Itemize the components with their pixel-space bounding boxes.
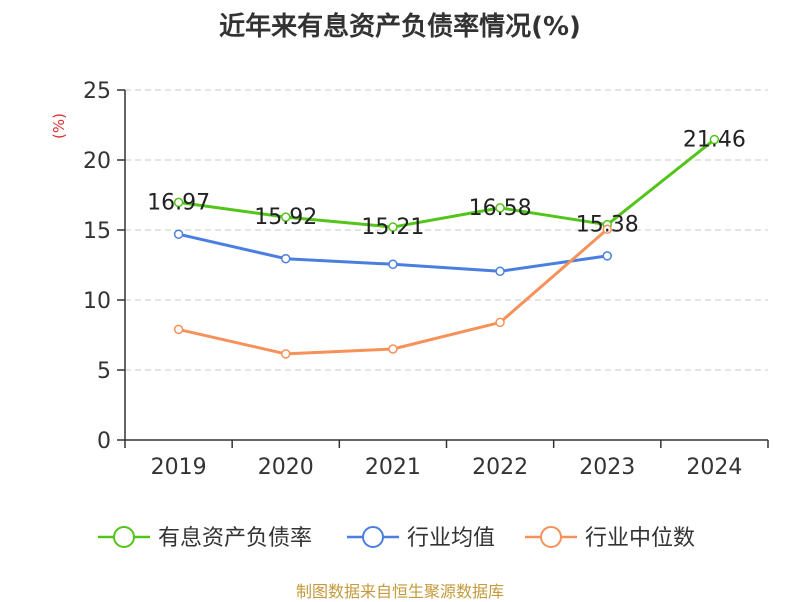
legend-marker [113, 526, 135, 548]
series-lines [178, 138, 716, 356]
axes: 0 5 10 15 20 25 2019 2020 2021 2022 2023 2024 [83, 79, 769, 480]
y-tick-label: 5 [97, 359, 111, 384]
data-label: 15.92 [254, 205, 317, 230]
x-tick-label: 2021 [365, 455, 421, 480]
data-point [173, 229, 184, 239]
data-label: 15.38 [576, 213, 639, 238]
data-point [495, 203, 505, 213]
data-point [495, 317, 505, 328]
legend-label: 有息资产负债率 [158, 526, 312, 551]
legend-marker [362, 526, 384, 548]
legend-label: 行业均值 [407, 526, 495, 551]
data-point [173, 197, 184, 208]
data-point [709, 134, 720, 145]
legend: 有息资产负债率 行业均值 行业中位数 [98, 526, 695, 551]
data-label: 16.97 [147, 190, 210, 215]
y-tick-label: 15 [83, 219, 111, 244]
x-tick-label: 2020 [258, 455, 314, 480]
source-note: 制图数据来自恒生聚源数据库 [295, 582, 504, 601]
data-point [281, 253, 291, 264]
data-label: 16.58 [469, 196, 532, 221]
data-point [602, 224, 612, 235]
x-tick-label: 2024 [686, 455, 742, 480]
y-tick-label: 25 [83, 79, 111, 104]
data-point [281, 212, 291, 222]
gridlines [125, 89, 768, 371]
legend-marker [540, 526, 562, 548]
y-axis-label: (%) [50, 113, 68, 139]
y-tick-label: 0 [97, 429, 111, 454]
chart-title: 近年来有息资产负债率情况(%) [219, 12, 581, 42]
data-point [388, 259, 398, 270]
data-point [173, 324, 184, 335]
data-points [173, 134, 720, 359]
x-tick-label: 2022 [472, 455, 528, 480]
data-point [388, 222, 398, 232]
data-point [602, 251, 612, 261]
data-label: 15.21 [361, 215, 424, 240]
y-tick-label: 20 [83, 149, 111, 174]
series-line-0 [178, 138, 716, 229]
data-label: 21.46 [683, 128, 746, 153]
data-point [495, 266, 505, 277]
data-point [388, 344, 398, 354]
x-tick-label: 2023 [579, 455, 635, 480]
data-labels: 16.97 15.92 15.21 16.58 15.38 21.46 [147, 128, 746, 241]
legend-label: 行业中位数 [585, 526, 695, 551]
x-tick-label: 2019 [151, 455, 207, 480]
y-tick-label: 10 [83, 289, 111, 314]
data-point [281, 349, 291, 359]
